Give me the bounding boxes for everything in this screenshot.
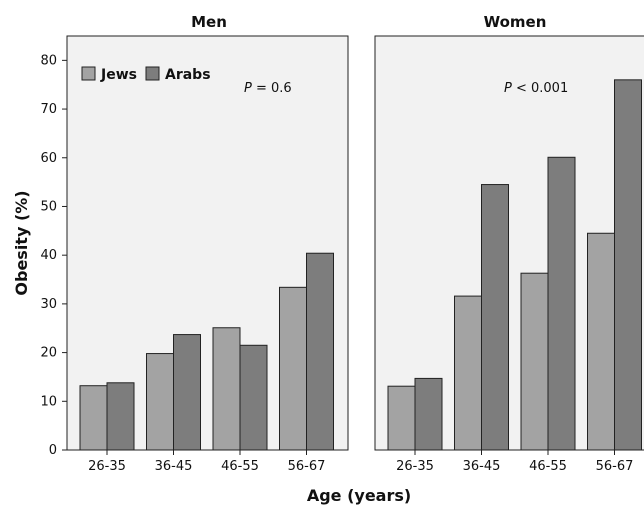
y-tick-label: 70	[40, 102, 57, 117]
y-tick-label: 40	[40, 248, 57, 263]
bar-men-jews-56-67	[279, 286, 307, 451]
x-axis-title: Age (years)	[307, 486, 411, 505]
y-tick-label: 80	[40, 53, 57, 68]
panel-title-men: Men	[191, 13, 227, 31]
p-value-women: P < 0.001	[504, 81, 568, 96]
bar-women-arabs-36-45	[481, 184, 509, 451]
panel-men: Men 26-35 36-45 46-55 56-67 Jews Arabs P = …	[66, 13, 349, 474]
x-tick-label: 56-67	[288, 459, 326, 474]
legend-swatch-jews	[81, 66, 96, 81]
bar-men-jews-46-55	[212, 327, 241, 451]
y-tick-label: 10	[40, 394, 57, 409]
bar-women-jews-36-45	[454, 295, 482, 451]
p-value-text-men: = 0.6	[252, 81, 292, 96]
x-tick-label: 36-45	[155, 459, 193, 474]
x-tick-label: 26-35	[88, 459, 126, 474]
x-tick-label: 56-67	[596, 459, 634, 474]
legend-label-arabs: Arabs	[165, 67, 211, 83]
bar-women-arabs-46-55	[547, 156, 576, 451]
p-label-women: P	[504, 81, 512, 96]
legend: Jews Arabs	[81, 66, 211, 83]
x-tick-label: 26-35	[396, 459, 434, 474]
bar-women-arabs-26-35	[414, 377, 443, 451]
bar-women-jews-46-55	[520, 272, 549, 451]
panel-women: Women 26-35 36-45 46-55 56-67 P < 0.001	[374, 13, 644, 474]
bar-men-arabs-26-35	[106, 382, 135, 451]
bar-men-arabs-46-55	[239, 344, 268, 451]
bar-men-arabs-36-45	[173, 334, 201, 451]
y-axis: 0 10 20 30 40 50 60 70 80	[40, 53, 67, 458]
y-tick-label: 60	[40, 151, 57, 166]
x-tick-label: 46-55	[529, 459, 567, 474]
x-tick-label: 46-55	[221, 459, 259, 474]
panel-men-x-ticks: 26-35 36-45 46-55 56-67	[88, 450, 325, 474]
y-tick-label: 0	[49, 443, 57, 458]
panel-women-bars	[387, 79, 642, 451]
bar-men-jews-36-45	[146, 353, 174, 451]
panel-women-x-ticks: 26-35 36-45 46-55 56-67	[396, 450, 633, 474]
y-tick-label: 20	[40, 346, 57, 361]
p-value-text-women: < 0.001	[512, 81, 568, 96]
bar-women-jews-26-35	[387, 385, 416, 451]
bar-women-arabs-56-67	[614, 79, 642, 451]
p-value-men: P = 0.6	[244, 81, 292, 96]
y-tick-label: 50	[40, 199, 57, 214]
y-axis-title: Obesity (%)	[12, 190, 31, 295]
panel-men-bars	[79, 252, 334, 451]
y-tick-label: 30	[40, 297, 57, 312]
bar-men-arabs-56-67	[306, 252, 334, 451]
x-tick-label: 36-45	[463, 459, 501, 474]
legend-swatch-arabs	[145, 66, 160, 81]
bar-women-jews-56-67	[587, 232, 615, 451]
bar-men-jews-26-35	[79, 385, 108, 451]
panel-title-women: Women	[484, 13, 547, 31]
p-label-men: P	[244, 81, 252, 96]
legend-label-jews: Jews	[100, 67, 137, 83]
